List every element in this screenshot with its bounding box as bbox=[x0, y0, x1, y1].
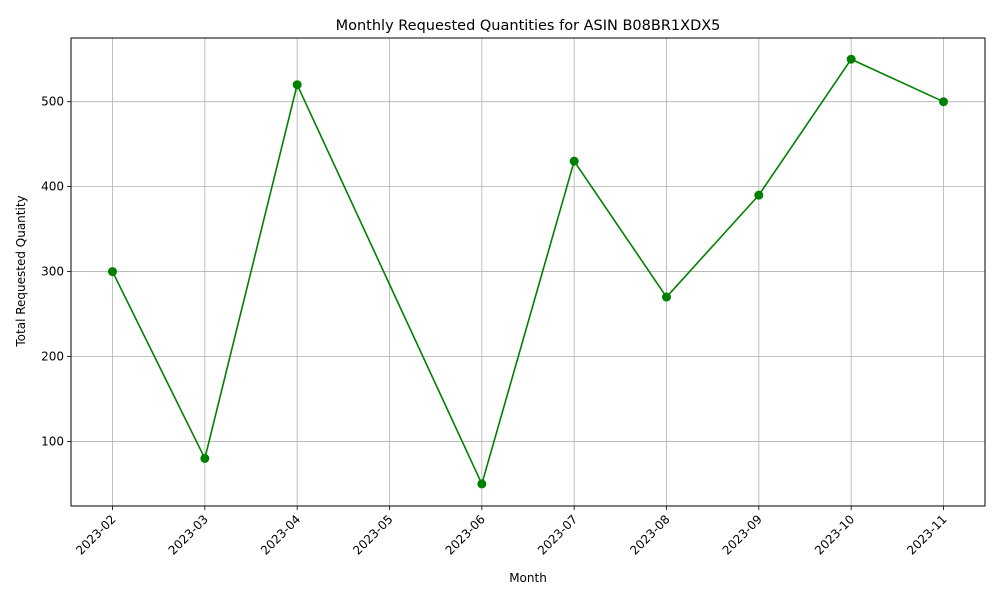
data-point-2023-06 bbox=[477, 479, 487, 489]
data-point-2023-10 bbox=[846, 54, 856, 64]
y-tick-label: 400 bbox=[41, 180, 64, 194]
x-axis-label: Month bbox=[509, 571, 547, 585]
y-tick-label: 100 bbox=[41, 434, 64, 448]
data-point-2023-11 bbox=[939, 97, 948, 107]
series-markers bbox=[108, 54, 948, 489]
grid bbox=[71, 38, 985, 506]
y-tick-label: 300 bbox=[41, 265, 64, 279]
chart-title: Monthly Requested Quantities for ASIN B0… bbox=[336, 18, 721, 34]
data-point-2023-09 bbox=[754, 190, 764, 200]
data-point-2023-03 bbox=[200, 453, 210, 463]
data-point-2023-02 bbox=[108, 267, 117, 277]
y-axis-ticks: 100 200 300 400 500 bbox=[41, 95, 71, 448]
y-tick-label: 500 bbox=[41, 95, 64, 109]
data-point-2023-07 bbox=[569, 156, 579, 166]
y-tick-label: 200 bbox=[41, 350, 64, 364]
data-point-2023-04 bbox=[292, 80, 302, 90]
data-point-2023-08 bbox=[662, 292, 671, 302]
y-axis-label: Total Requested Quantity bbox=[14, 195, 28, 347]
plot-frame bbox=[70, 37, 986, 507]
